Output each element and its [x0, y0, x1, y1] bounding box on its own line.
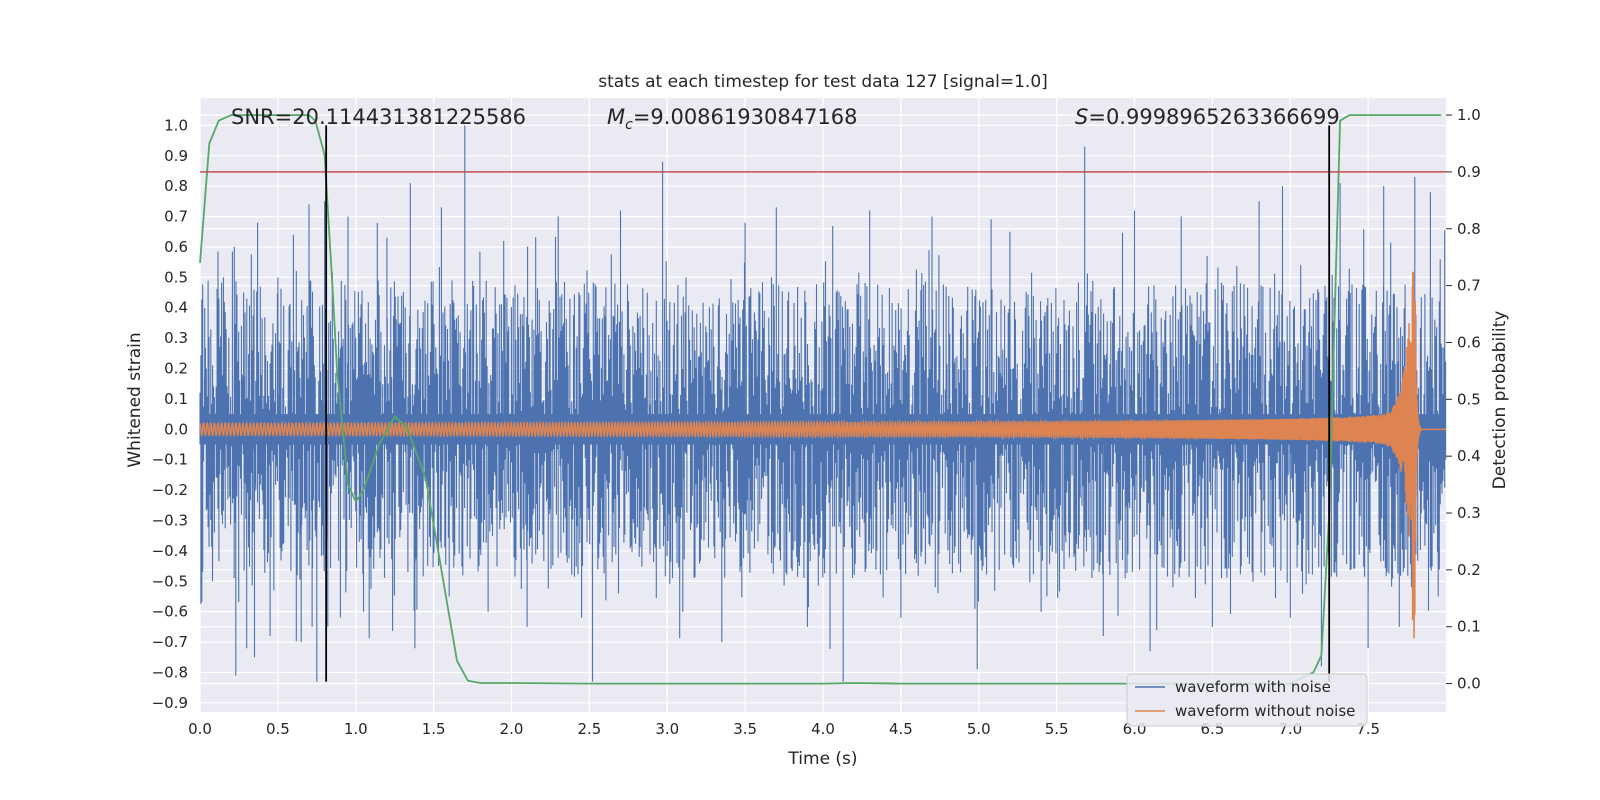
y-tick-label: 0.4	[164, 299, 188, 317]
y2-tick-label: 0.8	[1457, 220, 1481, 238]
legend-label-clean: waveform without noise	[1175, 702, 1355, 720]
x-tick-label: 4.0	[811, 720, 835, 738]
y2-tick-label: 0.4	[1457, 447, 1481, 465]
y-tick-label: 0.3	[164, 329, 188, 347]
legend: waveform with noise waveform without noi…	[1126, 673, 1368, 727]
y2-tick-label: 0.2	[1457, 561, 1481, 579]
x-tick-label: 1.5	[422, 720, 446, 738]
x-tick-label: 3.0	[655, 720, 679, 738]
y2-tick-label: 0.6	[1457, 333, 1481, 351]
y2-axis-label: Detection probability	[1490, 311, 1510, 490]
series-detection-probability	[199, 114, 1442, 685]
y-tick-label: −0.7	[152, 633, 188, 651]
y2-tick-label: 0.9	[1457, 163, 1481, 181]
chirp-mass-annotation: Mc=9.00861930847168	[607, 105, 858, 133]
y-tick-label: −0.6	[152, 603, 188, 621]
x-axis-label: Time (s)	[787, 749, 857, 769]
chirp-mass-symbol: M	[607, 105, 625, 129]
y2-tick-label: 0.3	[1457, 504, 1481, 522]
series-layer	[199, 114, 1447, 685]
y-axis-label: Whitened strain	[125, 332, 145, 467]
chart-title: stats at each timestep for test data 127…	[598, 72, 1048, 92]
y2-axis-ticks: 0.0 0.1 0.2 0.3 0.4 0.5 0.6 0.7 0.8 0.9 1.0	[1446, 106, 1481, 693]
x-tick-label: 0.0	[188, 720, 212, 738]
y2-tick-label: 0.0	[1457, 675, 1481, 693]
s-symbol: S	[1075, 105, 1088, 129]
y-tick-label: 0.8	[164, 177, 188, 195]
y-tick-label: −0.4	[152, 542, 188, 560]
series-waveform-without-noise	[199, 271, 1446, 639]
x-tick-label: 2.0	[500, 720, 524, 738]
s-value: =0.9998965263366699	[1088, 105, 1339, 129]
x-tick-label: 5.0	[967, 720, 991, 738]
x-tick-label: 0.5	[266, 720, 290, 738]
y-tick-label: 0.5	[164, 268, 188, 286]
y-tick-label: 0.0	[164, 420, 188, 438]
x-tick-label: 5.5	[1045, 720, 1069, 738]
chirp-mass-subscript: c	[625, 117, 633, 133]
y-tick-label: 0.6	[164, 238, 188, 256]
y-tick-label: 1.0	[164, 116, 188, 134]
y-tick-label: −0.3	[152, 512, 188, 530]
x-tick-label: 2.5	[577, 720, 601, 738]
y-tick-label: −0.2	[152, 481, 188, 499]
x-tick-label: 4.5	[889, 720, 913, 738]
y-tick-label: −0.5	[152, 572, 188, 590]
y-tick-label: 0.1	[164, 390, 188, 408]
chirp-mass-value: =9.00861930847168	[633, 105, 858, 129]
y-tick-label: 0.7	[164, 208, 188, 226]
y2-tick-label: 0.1	[1457, 618, 1481, 636]
x-tick-label: 1.0	[344, 720, 368, 738]
y2-tick-label: 1.0	[1457, 106, 1481, 124]
y2-tick-label: 0.7	[1457, 277, 1481, 295]
legend-label-noise: waveform with noise	[1175, 678, 1331, 696]
y-tick-label: −0.9	[152, 694, 188, 712]
legend-box	[1126, 673, 1368, 727]
y-tick-label: −0.8	[152, 663, 188, 681]
overlay-layer	[200, 125, 1446, 682]
s-annotation: S=0.9998965263366699	[1075, 105, 1340, 129]
x-tick-label: 3.5	[733, 720, 757, 738]
y-tick-label: 0.9	[164, 147, 188, 165]
y-axis-ticks: −0.9 −0.8 −0.7 −0.6 −0.5 −0.4 −0.3 −0.2 −0.1 0.0 0…	[152, 116, 188, 712]
y-tick-label: −0.1	[152, 451, 188, 469]
y2-tick-label: 0.5	[1457, 390, 1481, 408]
snr-annotation: SNR=20.114431381225586	[231, 105, 526, 129]
y-tick-label: 0.2	[164, 360, 188, 378]
